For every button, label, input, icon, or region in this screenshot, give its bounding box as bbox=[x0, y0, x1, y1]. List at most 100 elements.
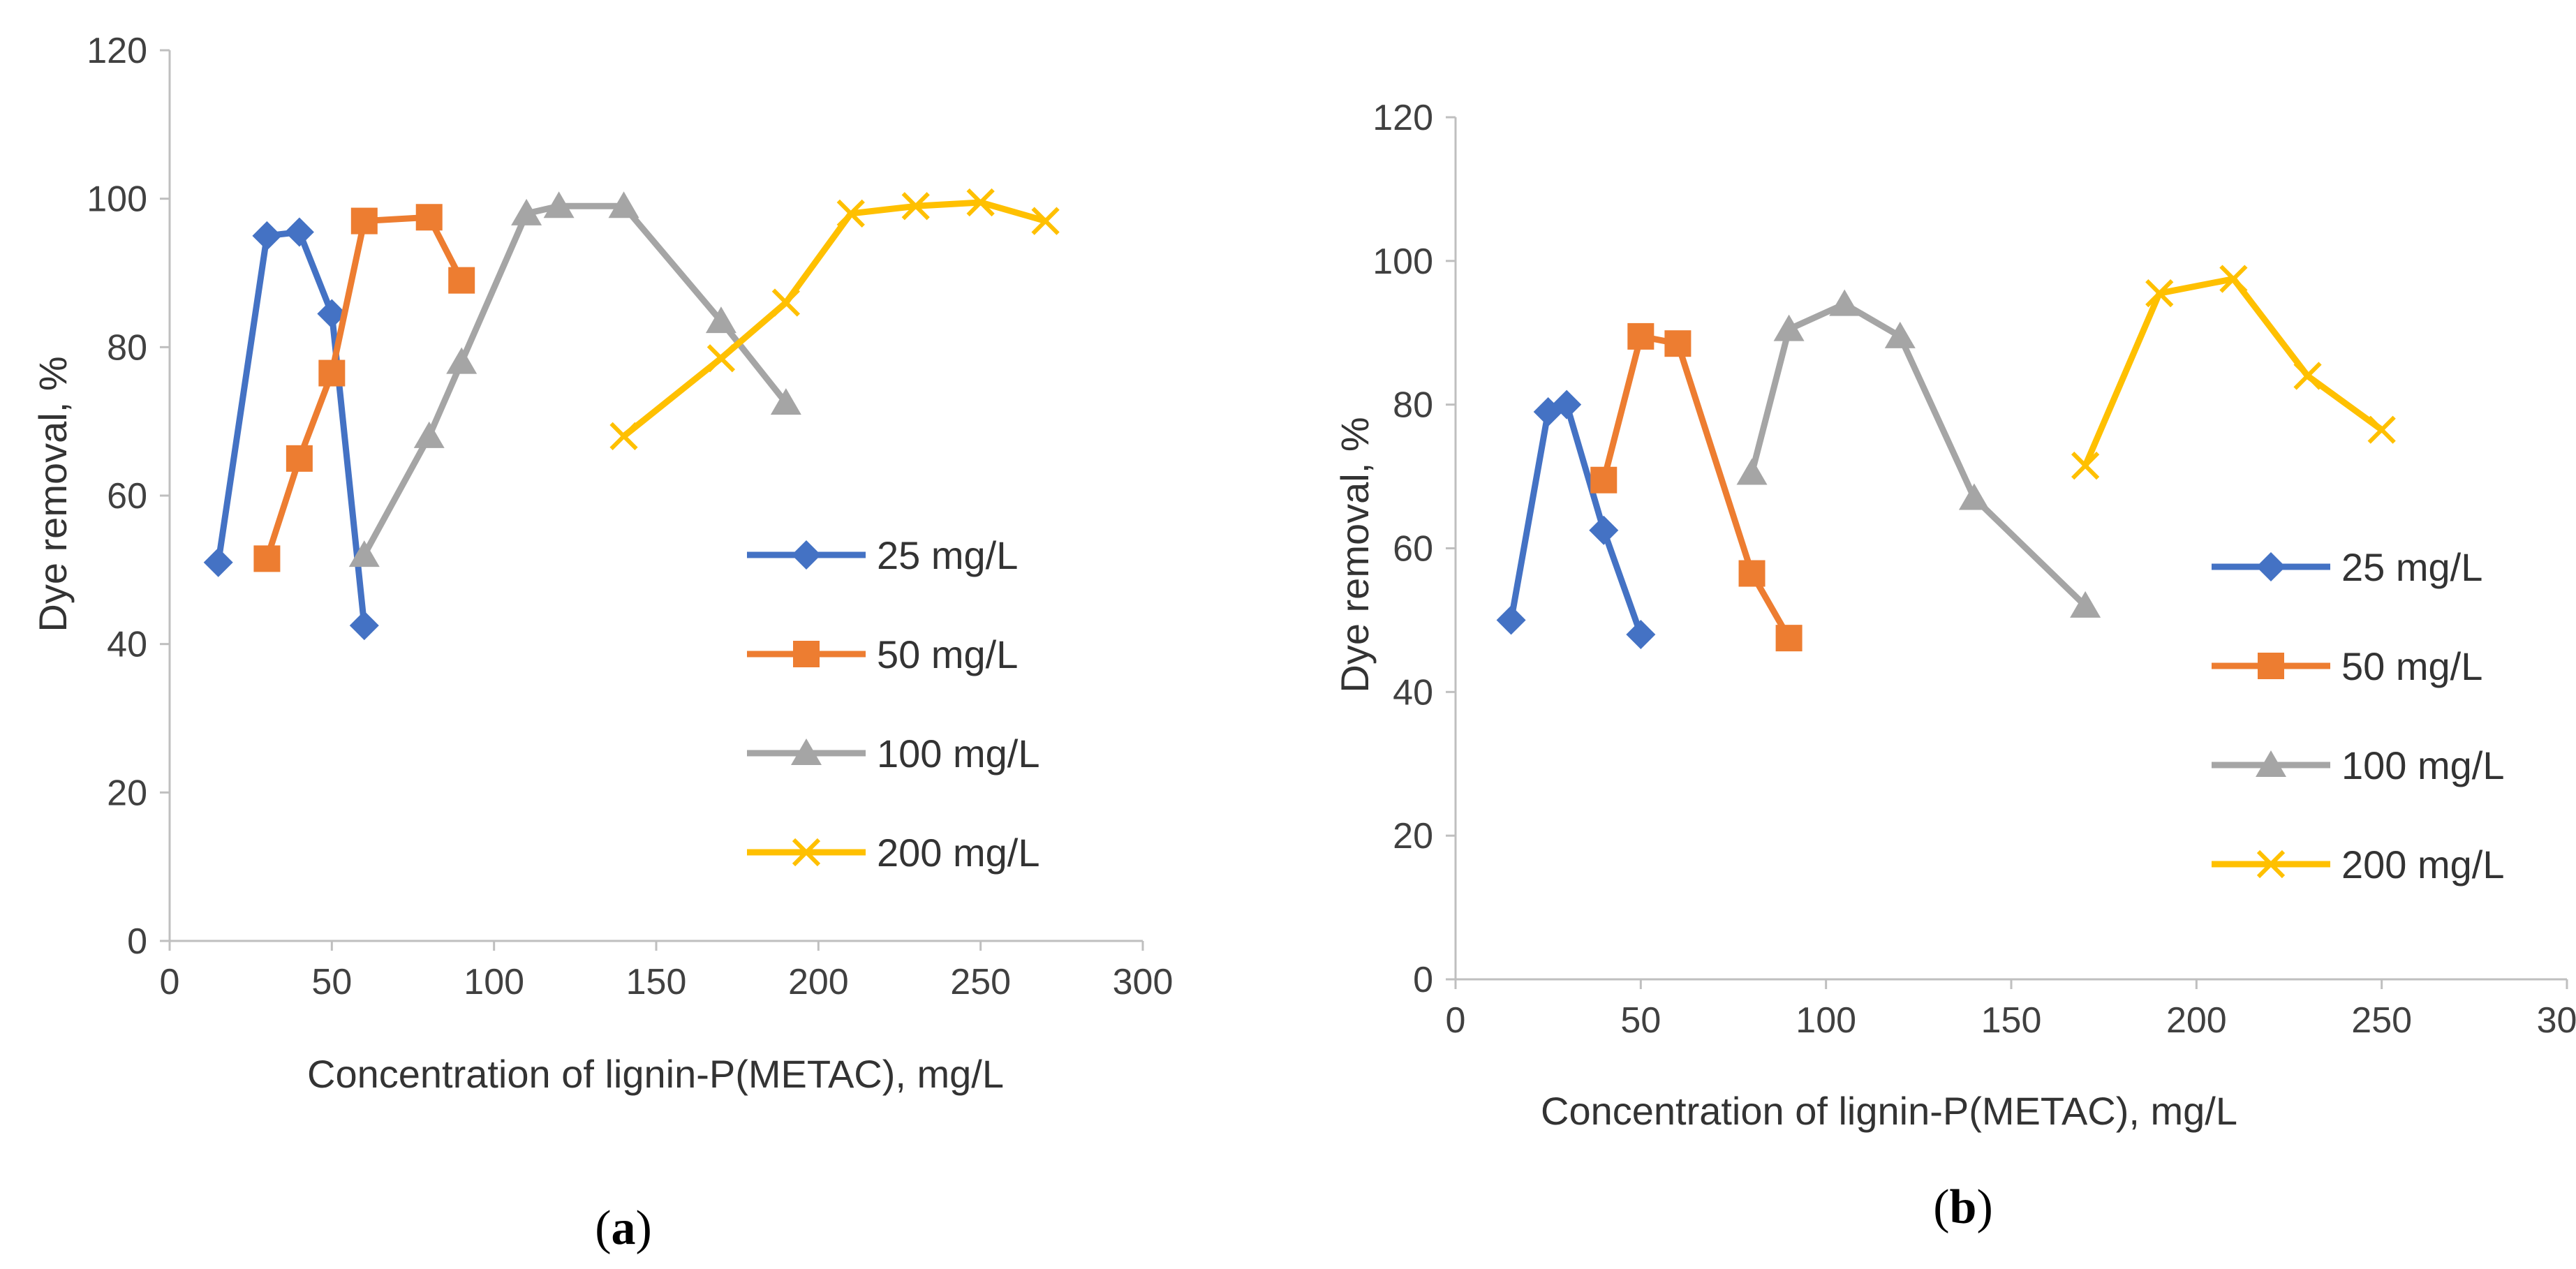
series-a-2 bbox=[348, 191, 801, 567]
legend-label-b-3: 200 mg/L bbox=[2341, 843, 2505, 886]
data-point-a-2 bbox=[705, 306, 736, 334]
data-point-a-1 bbox=[350, 207, 378, 235]
legend-item-b-0: 25 mg/L bbox=[2212, 545, 2482, 589]
y-tick-label-a: 0 bbox=[127, 921, 147, 962]
legend-item-b-3: 200 mg/L bbox=[2212, 843, 2505, 886]
chart-panel-b: 0 20 40 60 80 100 120 0 50 100 150 200 250 300 Dye re… bbox=[1333, 98, 2576, 1234]
data-point-b-1 bbox=[1664, 330, 1692, 357]
data-point-b-2 bbox=[1884, 321, 1916, 348]
panel-label-a: (a) bbox=[595, 1201, 652, 1255]
data-point-a-0 bbox=[349, 611, 379, 641]
series-b-3 bbox=[2071, 265, 2396, 480]
plot-area-a: 0 20 40 60 80 100 120 0 50 100 150 200 250 300 bbox=[87, 31, 1173, 1002]
data-point-b-0 bbox=[1626, 620, 1656, 649]
legend-item-a-3: 200 mg/L bbox=[747, 831, 1040, 875]
x-tick-label-a: 0 bbox=[160, 962, 180, 1002]
data-point-a-3 bbox=[836, 199, 865, 228]
x-tick-label-b: 0 bbox=[1446, 1000, 1466, 1041]
data-point-a-2 bbox=[511, 198, 542, 225]
legend-label-a-0: 25 mg/L bbox=[877, 533, 1018, 577]
legend-label-a-2: 100 mg/L bbox=[877, 732, 1040, 776]
series-line-a-0 bbox=[215, 229, 368, 629]
legend-label-b-2: 100 mg/L bbox=[2341, 743, 2505, 787]
legend-item-a-0: 25 mg/L bbox=[747, 533, 1018, 577]
data-point-a-1 bbox=[253, 545, 281, 572]
x-axis-title-a: Concentration of lignin-P(METAC), mg/L bbox=[307, 1052, 1004, 1096]
series-line-b-3 bbox=[2082, 276, 2385, 469]
legend-marker-b-3 bbox=[2256, 849, 2286, 879]
y-axis-title-a: Dye removal, % bbox=[31, 356, 75, 632]
data-point-a-3 bbox=[1031, 207, 1060, 235]
data-point-a-2 bbox=[543, 191, 575, 218]
data-point-b-1 bbox=[1738, 560, 1766, 587]
data-point-b-2 bbox=[1736, 458, 1768, 485]
y-tick-label-a: 60 bbox=[107, 476, 147, 517]
legend-item-a-1: 50 mg/L bbox=[747, 632, 1018, 676]
y-tick-label-b: 0 bbox=[1413, 960, 1433, 1000]
data-point-a-1 bbox=[318, 359, 346, 387]
x-tick-label-a: 250 bbox=[950, 962, 1011, 1002]
legend-label-b-0: 25 mg/L bbox=[2341, 545, 2482, 589]
data-point-a-0 bbox=[252, 221, 282, 251]
legend-marker-a-1 bbox=[793, 641, 820, 667]
data-point-b-3 bbox=[2367, 415, 2396, 444]
data-point-b-3 bbox=[2219, 265, 2248, 293]
x-tick-label-b: 100 bbox=[1796, 1000, 1856, 1041]
y-tick-label-b: 80 bbox=[1393, 385, 1433, 426]
data-point-a-2 bbox=[770, 388, 801, 415]
series-a-3 bbox=[609, 188, 1060, 451]
data-point-a-1 bbox=[415, 204, 443, 231]
legend-marker-a-0 bbox=[792, 540, 821, 570]
data-point-a-0 bbox=[284, 217, 314, 247]
data-point-b-2 bbox=[1829, 289, 1860, 316]
legend-item-b-2: 100 mg/L bbox=[2212, 743, 2505, 787]
x-tick-label-a: 100 bbox=[464, 962, 524, 1002]
x-tick-label-a: 150 bbox=[626, 962, 687, 1002]
data-point-a-2 bbox=[608, 191, 639, 218]
data-point-a-2 bbox=[413, 421, 445, 448]
series-b-1 bbox=[1590, 322, 1803, 652]
x-tick-label-a: 300 bbox=[1113, 962, 1174, 1002]
data-point-a-1 bbox=[286, 445, 313, 472]
series-line-a-1 bbox=[263, 214, 465, 562]
panel-label-b: (b) bbox=[1933, 1180, 1993, 1234]
data-point-b-0 bbox=[1589, 515, 1619, 545]
legend-label-a-3: 200 mg/L bbox=[877, 831, 1040, 875]
legend-b: 25 mg/L 50 mg/L 100 mg/L 200 mg/L bbox=[2212, 545, 2505, 886]
legend-marker-b-1 bbox=[2258, 653, 2284, 679]
series-line-b-1 bbox=[1600, 333, 1793, 641]
data-point-a-2 bbox=[348, 540, 380, 567]
chart-panel-a: 0 20 40 60 80 100 120 0 50 100 150 200 250 300 Dye re… bbox=[31, 31, 1173, 1255]
series-b-0 bbox=[1496, 389, 1656, 649]
data-point-a-2 bbox=[446, 347, 478, 374]
legend-label-a-1: 50 mg/L bbox=[877, 632, 1018, 676]
legend-item-a-2: 100 mg/L bbox=[747, 732, 1040, 776]
data-point-b-3 bbox=[2071, 452, 2100, 480]
x-axis-title-b: Concentration of lignin-P(METAC), mg/L bbox=[1541, 1089, 2237, 1133]
y-tick-label-a: 100 bbox=[87, 179, 147, 220]
legend-item-b-1: 50 mg/L bbox=[2212, 644, 2482, 688]
data-point-b-0 bbox=[1552, 389, 1582, 420]
y-tick-label-b: 120 bbox=[1372, 98, 1433, 138]
data-point-a-3 bbox=[706, 344, 736, 373]
data-point-b-2 bbox=[1773, 314, 1805, 341]
y-tick-label-a: 120 bbox=[87, 31, 147, 71]
series-line-a-3 bbox=[621, 199, 1049, 440]
x-tick-label-b: 150 bbox=[1981, 1000, 2042, 1041]
data-point-a-3 bbox=[901, 192, 930, 221]
series-b-2 bbox=[1736, 289, 2101, 618]
data-point-b-2 bbox=[2070, 591, 2101, 618]
y-tick-label-b: 100 bbox=[1372, 242, 1433, 282]
data-point-b-1 bbox=[1627, 322, 1655, 350]
data-point-a-3 bbox=[966, 188, 995, 217]
x-tick-label-a: 200 bbox=[788, 962, 849, 1002]
data-point-b-2 bbox=[1958, 483, 1990, 510]
legend-label-b-1: 50 mg/L bbox=[2341, 644, 2482, 688]
data-point-b-3 bbox=[2293, 362, 2322, 390]
legend-marker-b-2 bbox=[2256, 750, 2286, 777]
y-tick-label-b: 40 bbox=[1393, 672, 1433, 713]
legend-marker-b-0 bbox=[2256, 552, 2286, 581]
legend-marker-a-3 bbox=[792, 838, 821, 867]
data-point-a-1 bbox=[448, 267, 475, 294]
